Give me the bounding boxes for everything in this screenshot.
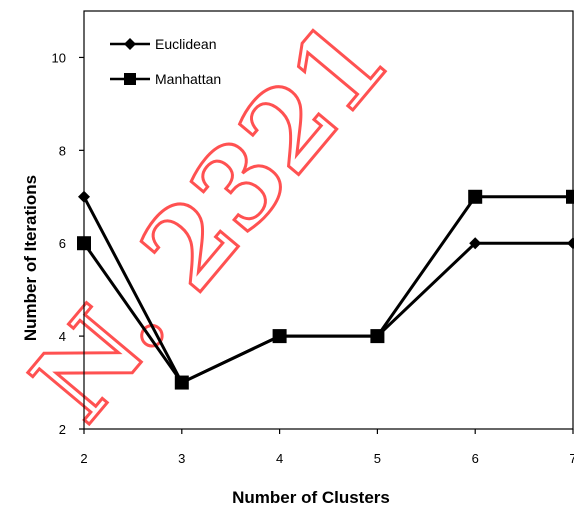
x-tick-label: 4 xyxy=(276,451,283,466)
x-tick-label: 5 xyxy=(374,451,381,466)
data-point-euclidean xyxy=(567,237,574,250)
data-point-manhattan xyxy=(174,375,189,390)
y-tick-label: 2 xyxy=(59,422,66,437)
x-axis: 2 3 4 5 6 7 xyxy=(80,429,574,466)
data-point-euclidean xyxy=(469,237,482,250)
plot-frame xyxy=(83,10,574,430)
y-tick-label: 8 xyxy=(59,143,66,158)
x-axis-title: Number of Clusters xyxy=(232,488,390,507)
y-tick-label: 4 xyxy=(59,329,66,344)
watermark: N. 2321 xyxy=(6,0,414,446)
legend: Euclidean Manhattan xyxy=(110,36,221,87)
legend-diamond-marker xyxy=(124,38,136,50)
data-point-manhattan xyxy=(468,189,483,204)
x-tick-label: 3 xyxy=(178,451,185,466)
series-line-manhattan xyxy=(82,195,573,385)
series-group xyxy=(77,189,574,390)
data-point-manhattan xyxy=(370,329,385,344)
data-point-euclidean xyxy=(78,190,90,203)
data-point-manhattan xyxy=(77,236,91,251)
data-point-manhattan xyxy=(272,329,287,344)
legend-label-manhattan: Manhattan xyxy=(155,71,221,87)
legend-square-marker xyxy=(124,73,136,85)
svg-text:N. 2321: N. 2321 xyxy=(7,0,412,444)
y-axis-title: Number of Iterations xyxy=(21,175,40,341)
y-tick-label: 10 xyxy=(52,50,66,65)
x-tick-label: 2 xyxy=(80,451,87,466)
y-tick-label: 6 xyxy=(59,236,66,251)
x-tick-label: 7 xyxy=(569,451,574,466)
data-point-manhattan xyxy=(566,189,574,204)
legend-label-euclidean: Euclidean xyxy=(155,36,217,52)
x-tick-label: 6 xyxy=(472,451,479,466)
